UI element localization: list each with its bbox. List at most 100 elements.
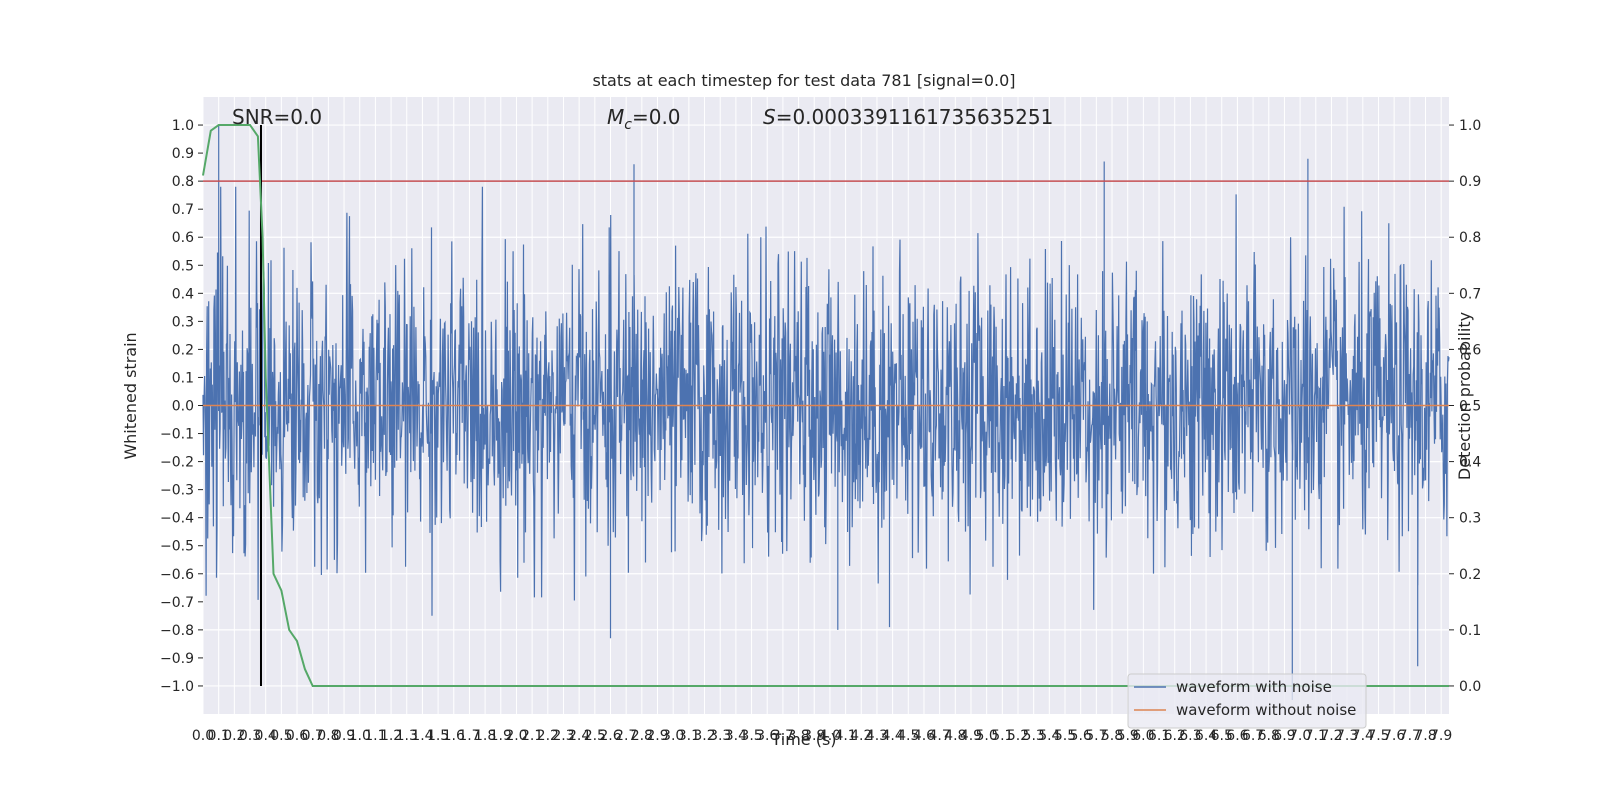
x-tick-label: 1.8	[474, 728, 496, 744]
chirp-mass-annotation: Mc=0.0	[607, 105, 681, 133]
x-tick-label: 5.3	[1023, 728, 1045, 744]
y-tick-label: −0.9	[160, 651, 194, 667]
x-tick-label: 6.8	[1258, 728, 1280, 744]
y-tick-label: −0.1	[160, 427, 194, 443]
x-tick-label: 7.8	[1414, 728, 1436, 744]
x-tick-label: 2.0	[505, 728, 527, 744]
y-tick-label: 0.5	[172, 258, 194, 274]
x-tick-label: 1.1	[364, 728, 386, 744]
y-tick-label: −0.7	[160, 595, 194, 611]
y-tick-label: 0.4	[172, 286, 194, 302]
x-tick-label: 4.5	[897, 728, 919, 744]
y2-tick-label: 0.3	[1459, 511, 1481, 527]
x-tick-label: 2.8	[631, 728, 653, 744]
s-statistic-annotation: S=0.0003391161735635251	[763, 105, 1053, 129]
x-tick-label: 0.1	[208, 728, 230, 744]
y-tick-label: 0.7	[172, 202, 194, 218]
y-tick-label: −0.8	[160, 623, 194, 639]
x-tick-label: 6.4	[1195, 728, 1217, 744]
y-tick-label: 0.2	[172, 342, 194, 358]
x-tick-label: 5.7	[1085, 728, 1107, 744]
x-tick-label: 4.8	[944, 728, 966, 744]
x-tick-label: 4.6	[913, 728, 935, 744]
y-axis-label: Whitened strain	[121, 332, 140, 459]
y-tick-label: −0.4	[160, 511, 194, 527]
x-tick-label: 6.0	[1132, 728, 1154, 744]
x-tick-label: 0.8	[317, 728, 339, 744]
x-tick-label: 0.6	[286, 728, 308, 744]
legend-label-clean: waveform without noise	[1176, 701, 1356, 719]
x-tick-label: 6.9	[1273, 728, 1295, 744]
x-tick-label: 0.7	[302, 728, 324, 744]
x-tick-label: 7.9	[1430, 728, 1452, 744]
x-tick-label: 3.4	[725, 728, 747, 744]
x-tick-label: 6.5	[1211, 728, 1233, 744]
x-tick-label: 7.1	[1305, 728, 1327, 744]
y-tick-label: −0.6	[160, 567, 194, 583]
x-tick-label: 5.2	[1007, 728, 1029, 744]
x-tick-label: 5.5	[1054, 728, 1076, 744]
y-tick-label: 0.3	[172, 314, 194, 330]
y-tick-label: −0.2	[160, 455, 194, 471]
x-tick-label: 6.7	[1242, 728, 1264, 744]
y-tick-label: 0.9	[172, 146, 194, 162]
x-tick-label: 2.9	[646, 728, 668, 744]
legend: waveform with noise waveform without noi…	[1127, 673, 1367, 729]
y2-tick-label: 0.8	[1459, 230, 1481, 246]
detection-probability-line	[202, 124, 1449, 687]
x-tick-label: 1.6	[443, 728, 465, 744]
y2-tick-label: 0.5	[1459, 399, 1481, 415]
series-detection-probability	[202, 124, 1449, 687]
y-axis-ticks: 1.0 0.9 0.8 0.7 0.6 0.5 0.4 0.3 0.2 0.1 0.0 −0.1 −0.…	[160, 118, 203, 695]
x-tick-label: 5.4	[1038, 728, 1060, 744]
y2-tick-label: 0.6	[1459, 342, 1481, 358]
x-tick-label: 1.7	[458, 728, 480, 744]
x-tick-label: 7.0	[1289, 728, 1311, 744]
x-tick-label: 4.4	[881, 728, 903, 744]
y2-axis-label: Detection probability	[1455, 312, 1474, 480]
x-tick-label: 5.8	[1101, 728, 1123, 744]
chart-title: stats at each timestep for test data 781…	[592, 71, 1015, 90]
y-tick-label: −1.0	[160, 679, 194, 695]
x-tick-label: 4.9	[960, 728, 982, 744]
x-tick-label: 3.7	[772, 728, 794, 744]
x-tick-label: 4.1	[834, 728, 856, 744]
x-tick-label: 6.2	[1164, 728, 1186, 744]
snr-annotation: SNR=0.0	[232, 105, 322, 129]
legend-label-noise: waveform with noise	[1176, 678, 1332, 696]
x-tick-label: 5.1	[991, 728, 1013, 744]
y2-tick-label: 0.0	[1459, 679, 1481, 695]
x-tick-label: 2.7	[615, 728, 637, 744]
legend-box	[1127, 673, 1367, 729]
x-tick-label: 7.2	[1320, 728, 1342, 744]
x-tick-label: 7.6	[1383, 728, 1405, 744]
x-axis-ticks: 0.00.10.20.30.40.50.60.70.80.91.01.11.21…	[192, 728, 1452, 744]
y2-tick-label: 0.1	[1459, 623, 1481, 639]
x-tick-label: 0.0	[192, 728, 214, 744]
x-tick-label: 6.6	[1226, 728, 1248, 744]
x-tick-label: 0.3	[239, 728, 261, 744]
x-tick-label: 0.4	[255, 728, 277, 744]
x-tick-label: 1.3	[396, 728, 418, 744]
y-tick-label: −0.3	[160, 483, 194, 499]
x-tick-label: 1.5	[427, 728, 449, 744]
y2-tick-label: 0.9	[1459, 174, 1481, 190]
x-tick-label: 3.1	[678, 728, 700, 744]
x-tick-label: 2.5	[584, 728, 606, 744]
x-tick-label: 3.5	[740, 728, 762, 744]
waveform-with-noise-line	[202, 125, 1450, 700]
x-tick-label: 3.2	[693, 728, 715, 744]
x-tick-label: 4.2	[850, 728, 872, 744]
x-tick-label: 7.3	[1336, 728, 1358, 744]
x-tick-label: 5.6	[1070, 728, 1092, 744]
y-tick-label: 0.0	[172, 399, 194, 415]
x-tick-label: 2.4	[568, 728, 590, 744]
y-tick-label: 0.8	[172, 174, 194, 190]
x-tick-label: 4.0	[819, 728, 841, 744]
y2-tick-label: 0.2	[1459, 567, 1481, 583]
y-tick-label: 0.6	[172, 230, 194, 246]
x-tick-label: 5.0	[976, 728, 998, 744]
series-waveform-with-noise	[202, 125, 1450, 700]
x-tick-label: 3.6	[756, 728, 778, 744]
x-tick-label: 7.7	[1399, 728, 1421, 744]
